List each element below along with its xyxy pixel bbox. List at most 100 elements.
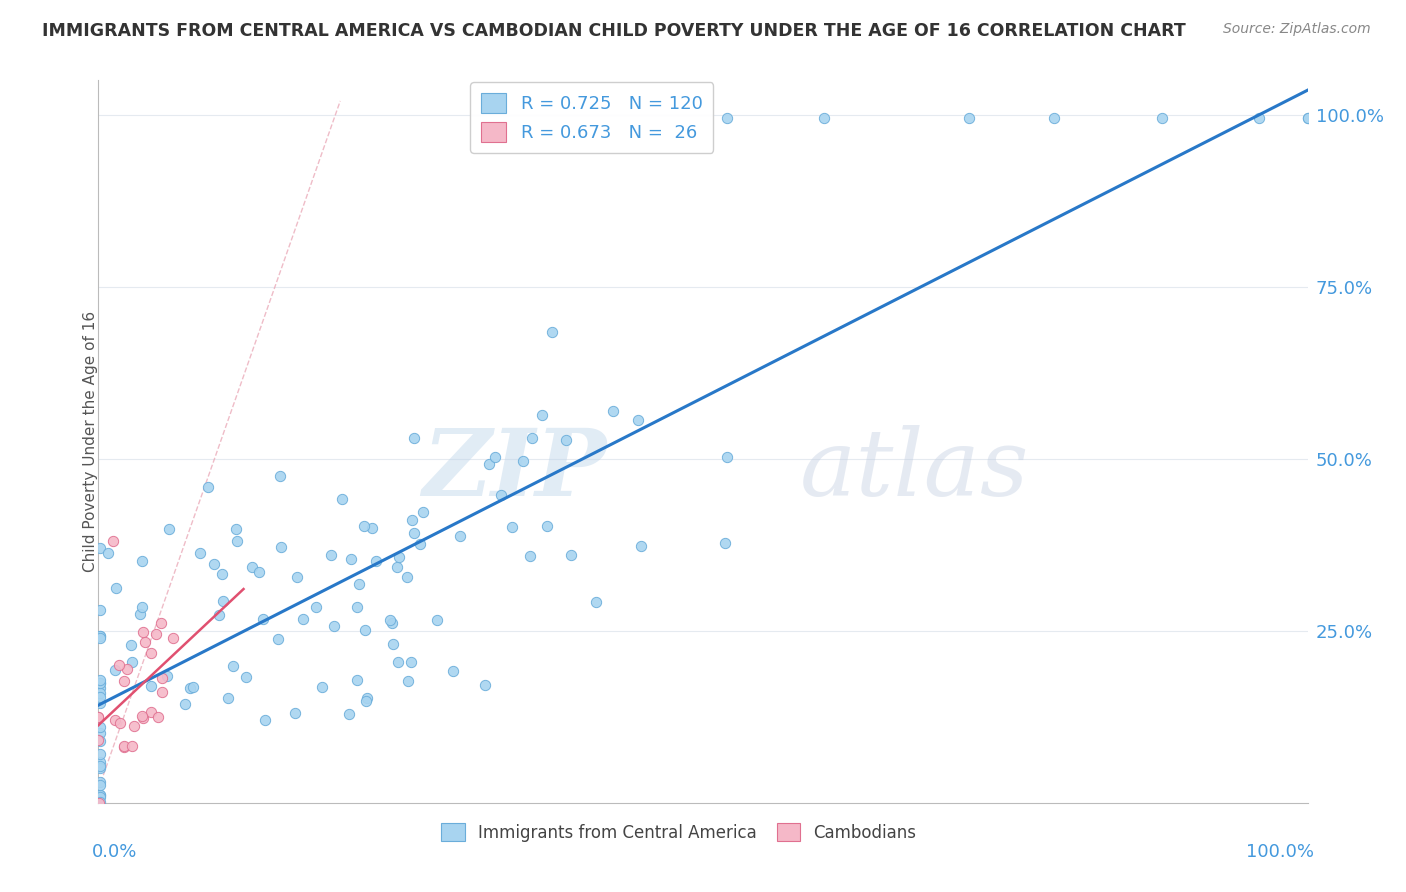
Point	[139, 705, 162, 719]
Point	[89, 788, 111, 802]
Point	[541, 325, 564, 339]
Point	[89, 673, 111, 687]
Point	[716, 450, 738, 465]
Point	[247, 565, 270, 579]
Point	[1249, 111, 1271, 125]
Point	[602, 404, 624, 418]
Point	[89, 789, 111, 804]
Point	[340, 552, 363, 566]
Point	[89, 758, 111, 772]
Point	[409, 537, 432, 551]
Point	[89, 629, 111, 643]
Point	[134, 634, 156, 648]
Point	[149, 616, 172, 631]
Point	[1152, 111, 1174, 125]
Point	[150, 671, 173, 685]
Point	[478, 457, 501, 471]
Point	[112, 673, 135, 688]
Point	[366, 553, 388, 567]
Point	[402, 525, 425, 540]
Point	[501, 520, 523, 534]
Point	[1042, 111, 1064, 125]
Point	[560, 549, 582, 563]
Point	[139, 679, 162, 693]
Point	[520, 431, 543, 445]
Point	[202, 558, 225, 572]
Text: atlas: atlas	[800, 425, 1029, 516]
Text: 0.0%: 0.0%	[93, 843, 138, 861]
Point	[89, 690, 111, 704]
Point	[426, 613, 449, 627]
Point	[122, 719, 145, 733]
Point	[554, 433, 576, 447]
Point	[222, 659, 245, 673]
Point	[519, 549, 541, 563]
Point	[131, 600, 153, 615]
Point	[141, 646, 163, 660]
Point	[484, 450, 506, 464]
Point	[412, 505, 434, 519]
Point	[332, 491, 354, 506]
Point	[489, 488, 512, 502]
Point	[254, 713, 277, 727]
Point	[530, 408, 553, 422]
Point	[89, 720, 111, 734]
Point	[188, 546, 211, 560]
Point	[108, 657, 131, 672]
Point	[87, 710, 110, 724]
Point	[112, 739, 135, 754]
Point	[131, 709, 153, 723]
Point	[305, 600, 328, 615]
Point	[385, 560, 408, 574]
Point	[381, 615, 404, 630]
Point	[813, 111, 835, 125]
Point	[395, 570, 418, 584]
Point	[630, 539, 652, 553]
Point	[217, 691, 239, 706]
Point	[585, 595, 607, 609]
Point	[449, 529, 471, 543]
Point	[148, 710, 170, 724]
Point	[1296, 111, 1319, 125]
Point	[716, 111, 738, 125]
Point	[346, 673, 368, 687]
Point	[441, 664, 464, 678]
Point	[89, 778, 111, 792]
Point	[104, 713, 127, 727]
Point	[89, 734, 111, 748]
Point	[89, 761, 111, 775]
Y-axis label: Child Poverty Under the Age of 16: Child Poverty Under the Age of 16	[83, 311, 97, 572]
Point	[179, 681, 201, 696]
Text: IMMIGRANTS FROM CENTRAL AMERICA VS CAMBODIAN CHILD POVERTY UNDER THE AGE OF 16 C: IMMIGRANTS FROM CENTRAL AMERICA VS CAMBO…	[42, 22, 1185, 40]
Point	[267, 632, 290, 646]
Point	[270, 540, 292, 554]
Text: Source: ZipAtlas.com: Source: ZipAtlas.com	[1223, 22, 1371, 37]
Point	[269, 469, 291, 483]
Point	[174, 698, 197, 712]
Point	[322, 619, 344, 633]
Point	[353, 623, 375, 637]
Point	[285, 569, 308, 583]
Point	[132, 711, 155, 725]
Legend: Immigrants from Central America, Cambodians: Immigrants from Central America, Cambodi…	[434, 817, 922, 848]
Point	[156, 669, 179, 683]
Point	[89, 775, 111, 789]
Point	[388, 550, 411, 565]
Point	[381, 637, 404, 651]
Point	[104, 582, 127, 596]
Point	[89, 696, 111, 710]
Point	[240, 560, 263, 574]
Point	[89, 676, 111, 690]
Point	[396, 674, 419, 689]
Point	[108, 716, 131, 731]
Point	[226, 533, 249, 548]
Point	[89, 686, 111, 700]
Point	[291, 612, 314, 626]
Point	[319, 548, 342, 562]
Point	[957, 111, 980, 125]
Point	[512, 454, 534, 468]
Point	[112, 739, 135, 753]
Point	[714, 536, 737, 550]
Point	[132, 625, 155, 640]
Point	[361, 521, 384, 535]
